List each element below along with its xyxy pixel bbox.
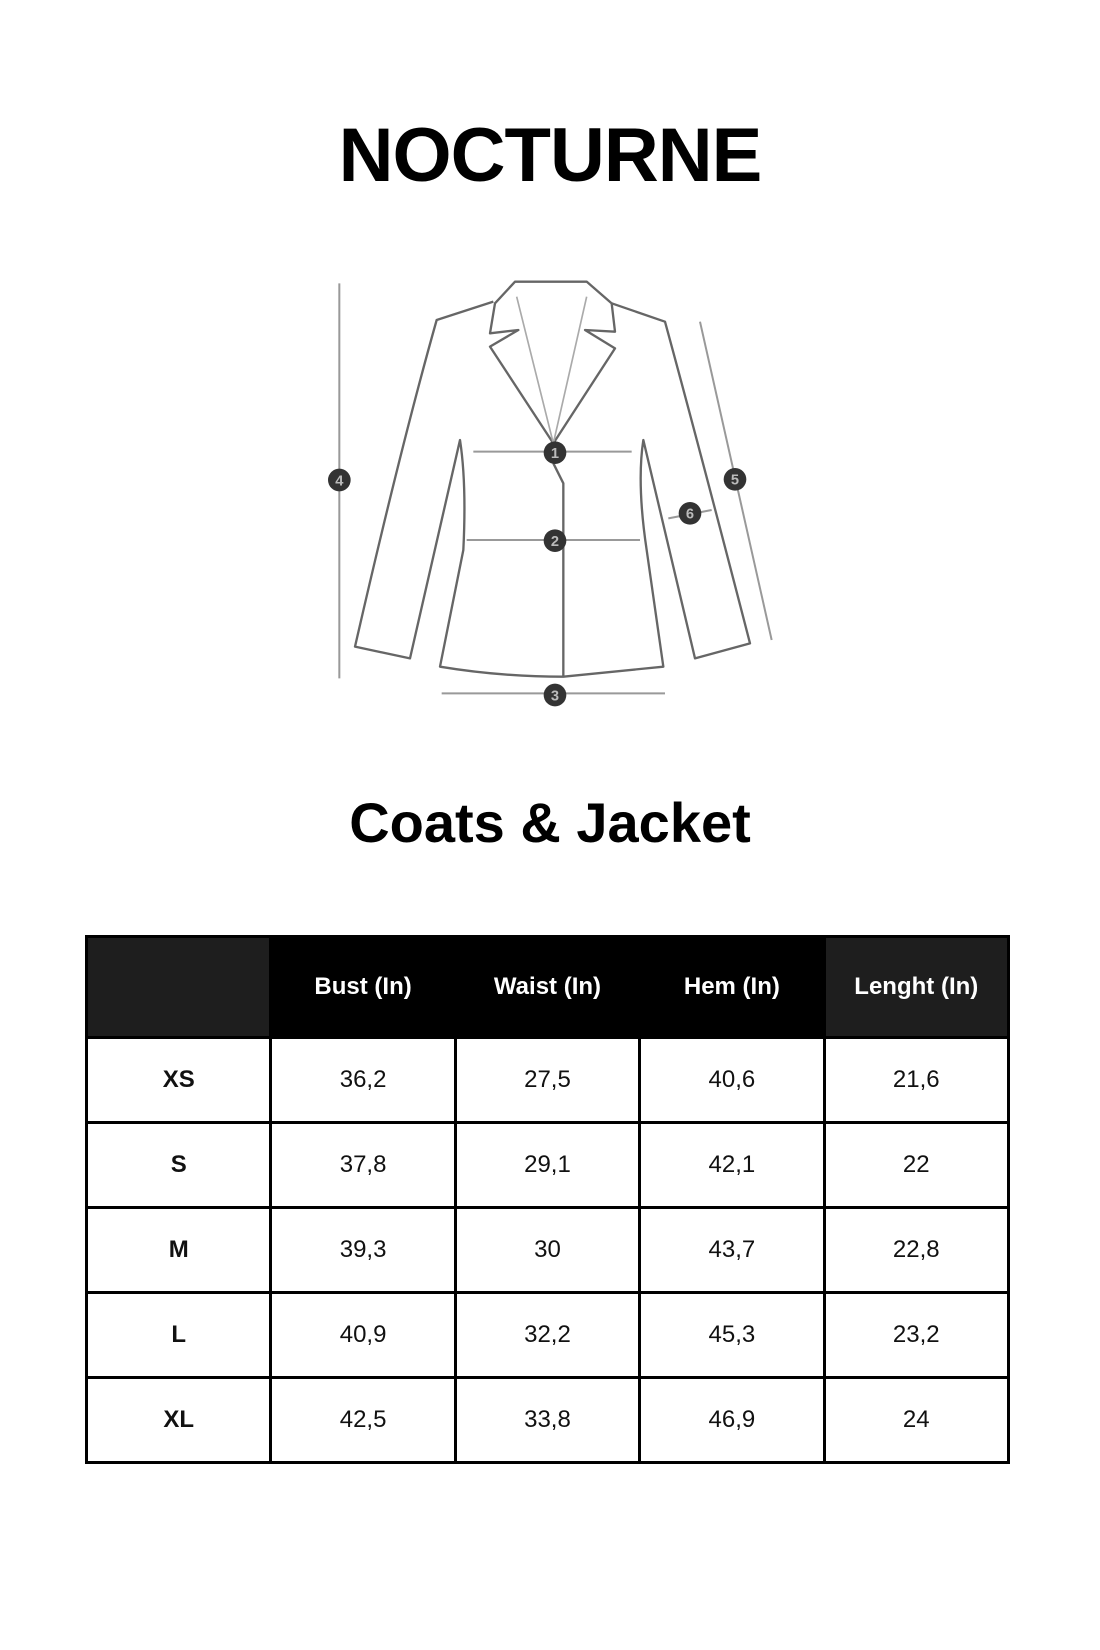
svg-text:1: 1 <box>551 446 559 462</box>
svg-text:3: 3 <box>551 688 559 704</box>
marker-5: 5 <box>723 468 747 491</box>
measurement-cell: 23,2 <box>822 1291 1011 1379</box>
header-waist: Waist (In) <box>453 935 642 1039</box>
measurement-cell: 40,9 <box>269 1291 457 1379</box>
measurement-cell: 42,1 <box>638 1121 826 1209</box>
table-row: S 37,8 29,1 42,1 22 <box>84 1121 1011 1209</box>
measurement-cell: 33,8 <box>453 1376 642 1464</box>
measurement-cell: 27,5 <box>453 1036 642 1124</box>
measurement-cell: 29,1 <box>453 1121 642 1209</box>
measurement-cell: 32,2 <box>453 1291 642 1379</box>
size-label: XS <box>84 1036 273 1124</box>
brand-logo: NOCTURNE <box>338 113 763 198</box>
measurement-cell: 37,8 <box>269 1121 457 1209</box>
header-size <box>84 935 273 1039</box>
measurement-cell: 22 <box>822 1121 1011 1209</box>
marker-2: 2 <box>543 529 567 552</box>
marker-1: 1 <box>543 441 567 464</box>
measurement-cell: 30 <box>453 1206 642 1294</box>
size-label: M <box>84 1206 273 1294</box>
svg-text:6: 6 <box>686 507 694 523</box>
size-label: S <box>84 1121 273 1209</box>
header-row: Bust (In) Waist (In) Hem (In) Lenght (In… <box>84 935 1011 1039</box>
measurement-cell: 22,8 <box>822 1206 1011 1294</box>
table-row: XL 42,5 33,8 46,9 24 <box>84 1376 1011 1464</box>
size-label: XL <box>84 1376 273 1464</box>
measurement-cell: 21,6 <box>822 1036 1011 1124</box>
marker-4: 4 <box>328 468 351 492</box>
marker-3: 3 <box>543 683 567 707</box>
marker-6: 6 <box>678 502 702 525</box>
svg-text:5: 5 <box>731 473 739 489</box>
measurement-cell: 40,6 <box>638 1036 826 1124</box>
size-chart-table: Bust (In) Waist (In) Hem (In) Lenght (In… <box>84 935 1011 1464</box>
header-length: Lenght (In) <box>822 935 1011 1039</box>
header-bust: Bust (In) <box>269 935 457 1039</box>
measurement-cell: 36,2 <box>269 1036 457 1124</box>
measurement-cell: 45,3 <box>638 1291 826 1379</box>
header-hem: Hem (In) <box>638 935 826 1039</box>
measurement-cell: 24 <box>822 1376 1011 1464</box>
svg-text:4: 4 <box>335 473 344 489</box>
size-label: L <box>84 1291 273 1379</box>
measurement-cell: 39,3 <box>269 1206 457 1294</box>
svg-text:2: 2 <box>551 534 559 550</box>
table-row: L 40,9 32,2 45,3 23,2 <box>84 1291 1011 1379</box>
measurement-cell: 42,5 <box>269 1376 457 1464</box>
jacket-outline <box>353 280 752 678</box>
measure-lines <box>338 283 773 695</box>
table-row: M 39,3 30 43,7 22,8 <box>84 1206 1011 1294</box>
table-row: XS 36,2 27,5 40,6 21,6 <box>84 1036 1011 1124</box>
jacket-measurement-diagram: 1 2 3 4 5 6 <box>328 280 773 707</box>
section-title: Coats & Jacket <box>349 791 751 854</box>
measurement-cell: 46,9 <box>638 1376 826 1464</box>
measurement-cell: 43,7 <box>638 1206 826 1294</box>
